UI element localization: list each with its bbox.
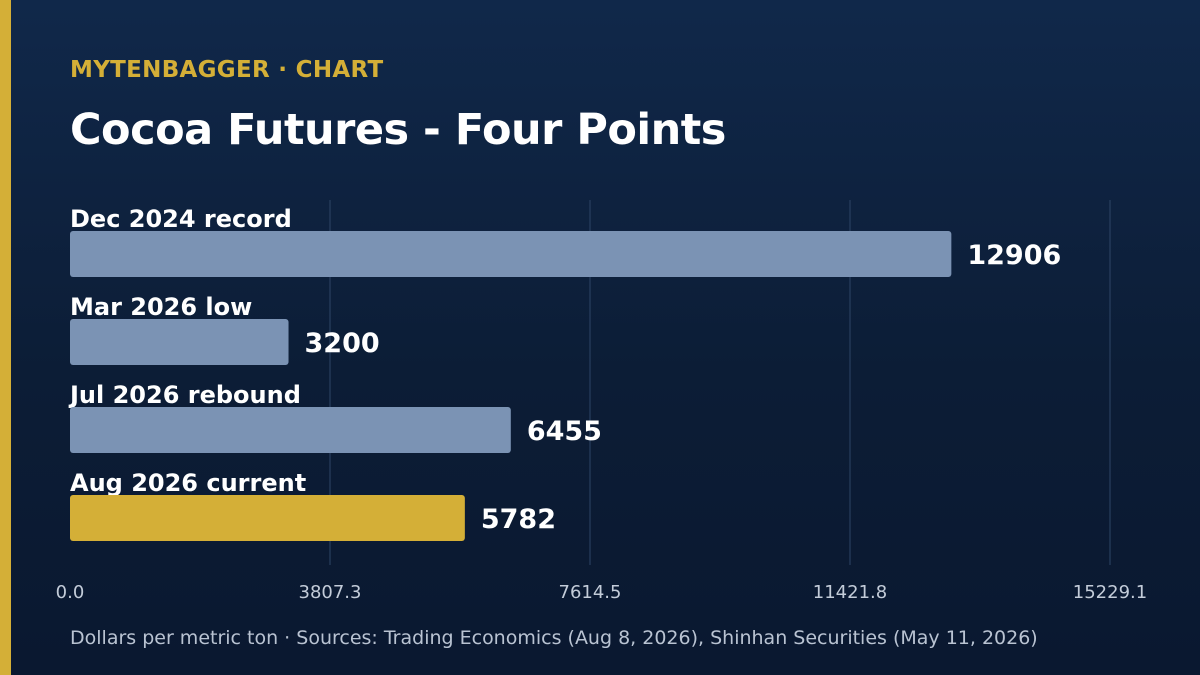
x-tick-label: 11421.8 — [813, 582, 887, 603]
bar — [70, 231, 952, 277]
footer-source-note: Dollars per metric ton · Sources: Tradin… — [70, 627, 1038, 649]
bar-value-label: 5782 — [481, 504, 556, 535]
bar — [70, 495, 465, 541]
accent-stripe — [0, 0, 11, 675]
bar — [70, 407, 511, 453]
bar-category-label: Aug 2026 current — [70, 469, 306, 497]
bar-category-label: Mar 2026 low — [70, 293, 252, 321]
x-tick-label: 0.0 — [56, 582, 85, 603]
x-tick-label: 15229.1 — [1073, 582, 1147, 603]
bar-category-label: Jul 2026 rebound — [68, 381, 301, 409]
bar-value-label: 12906 — [967, 240, 1061, 271]
x-tick-label: 7614.5 — [559, 582, 622, 603]
x-tick-label: 3807.3 — [299, 582, 362, 603]
brand-kicker: MYTENBAGGER · CHART — [70, 57, 384, 83]
chart-title: Cocoa Futures - Four Points — [70, 105, 726, 155]
bar-value-label: 6455 — [527, 416, 602, 447]
bar-value-label: 3200 — [305, 328, 380, 359]
bar-category-label: Dec 2024 record — [70, 205, 292, 233]
bar — [70, 319, 289, 365]
